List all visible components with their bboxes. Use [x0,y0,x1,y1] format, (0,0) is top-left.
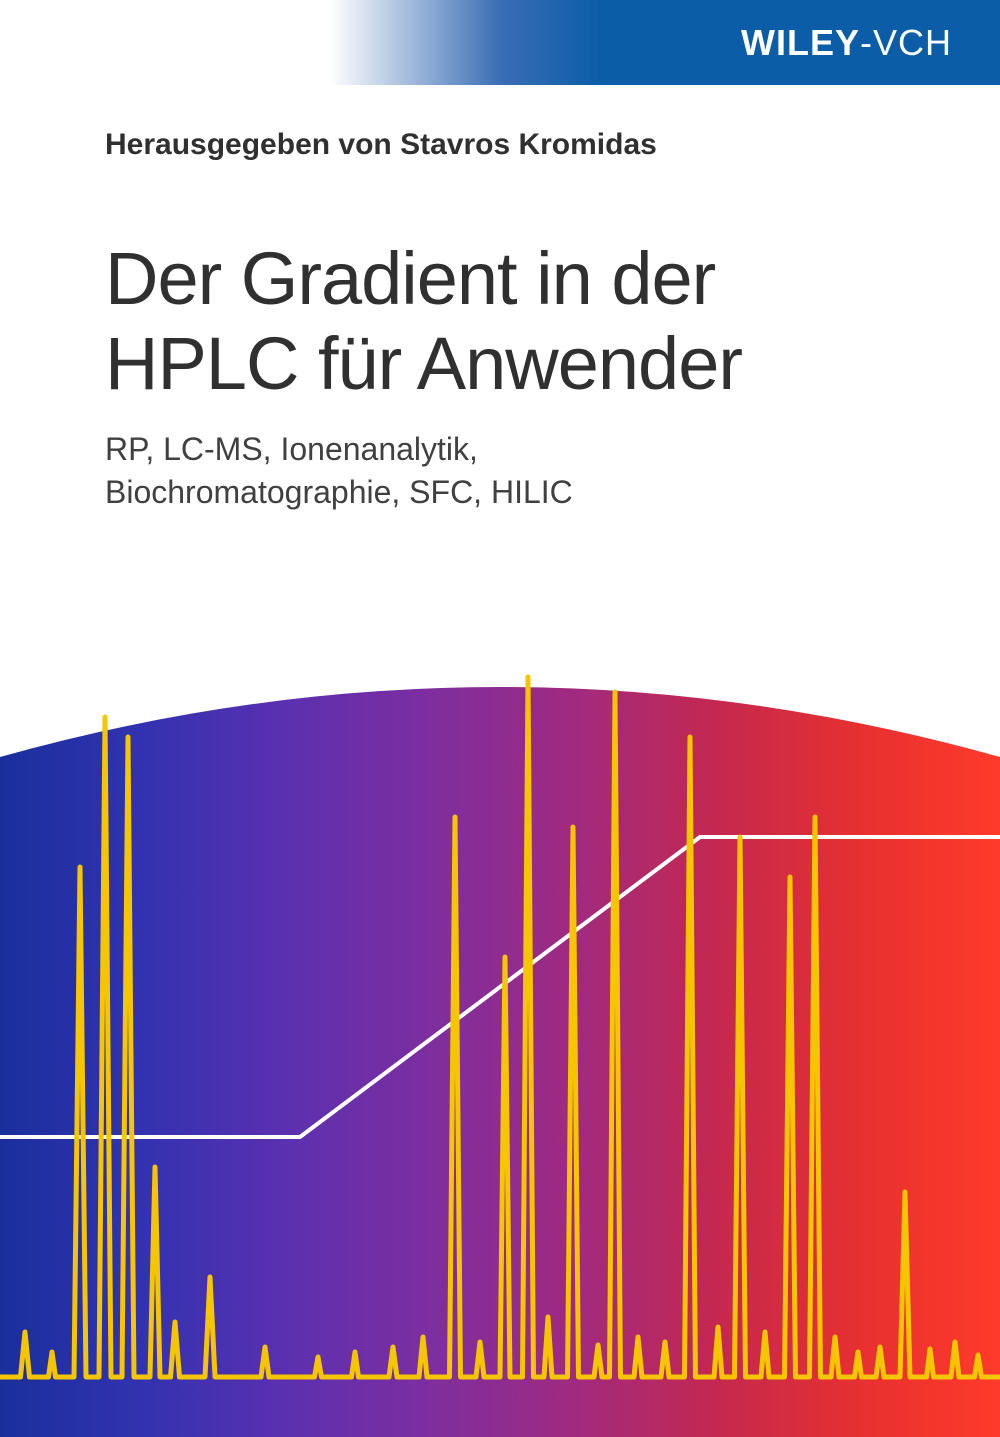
chromatogram-svg [0,577,1000,1437]
book-subtitle: RP, LC-MS, Ionenanalytik,Biochromatograp… [105,428,573,514]
publisher-light: -VCH [860,22,952,63]
book-cover: WILEY-VCH Herausgegeben von Stavros Krom… [0,0,1000,1437]
publisher-bar: WILEY-VCH [0,0,1000,85]
publisher-logo: WILEY-VCH [741,22,952,64]
publisher-bold: WILEY [741,22,860,63]
cover-art [0,577,1000,1437]
editor-line: Herausgegeben von Stavros Kromidas [105,128,657,162]
book-title: Der Gradient in derHPLC für Anwender [105,236,940,406]
